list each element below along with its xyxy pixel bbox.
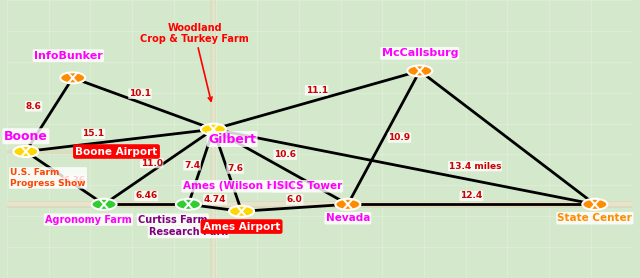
Text: 11.0: 11.0 <box>141 158 163 168</box>
Circle shape <box>229 206 254 217</box>
Text: 15.1: 15.1 <box>83 129 104 138</box>
Circle shape <box>201 124 226 135</box>
Text: 8.6: 8.6 <box>26 102 42 111</box>
Text: 13.4 miles: 13.4 miles <box>449 162 501 171</box>
Text: Boone: Boone <box>4 130 48 143</box>
Text: 6.46: 6.46 <box>135 192 157 200</box>
Text: 6.36: 6.36 <box>64 176 86 185</box>
Text: Boone Airport: Boone Airport <box>76 147 157 157</box>
Text: 7.6: 7.6 <box>227 164 243 173</box>
Text: Nevada: Nevada <box>326 213 370 223</box>
Text: InfoBunker: InfoBunker <box>34 51 102 61</box>
Text: 10.9: 10.9 <box>388 133 410 142</box>
Text: 6.0: 6.0 <box>287 195 303 204</box>
Circle shape <box>582 199 607 210</box>
Text: Curtiss Farm: Curtiss Farm <box>138 215 207 225</box>
Circle shape <box>60 72 85 83</box>
Circle shape <box>335 199 360 210</box>
Text: 7.4: 7.4 <box>184 161 200 170</box>
Circle shape <box>176 199 201 210</box>
Text: Ames (Wilson Hall): Ames (Wilson Hall) <box>182 181 294 191</box>
Text: 10.6: 10.6 <box>274 150 296 159</box>
Text: ISICS Tower: ISICS Tower <box>273 181 342 191</box>
Text: Agronomy Farm: Agronomy Farm <box>45 215 132 225</box>
Text: Research Park: Research Park <box>149 227 228 237</box>
Text: 10.1: 10.1 <box>129 89 151 98</box>
Circle shape <box>92 199 116 210</box>
Text: State Center: State Center <box>557 213 632 223</box>
Text: 12.4: 12.4 <box>460 192 483 200</box>
Circle shape <box>13 146 38 157</box>
Text: Ames Airport: Ames Airport <box>203 222 280 232</box>
Text: McCallsburg: McCallsburg <box>381 48 458 58</box>
Text: Woodland
Crop & Turkey Farm: Woodland Crop & Turkey Farm <box>140 23 249 101</box>
Text: 4.74: 4.74 <box>204 195 226 204</box>
Text: 11.1: 11.1 <box>305 86 328 95</box>
Circle shape <box>407 65 432 76</box>
Text: Gilbert: Gilbert <box>208 133 256 145</box>
Text: U.S. Farm
Progress Show: U.S. Farm Progress Show <box>10 168 86 188</box>
